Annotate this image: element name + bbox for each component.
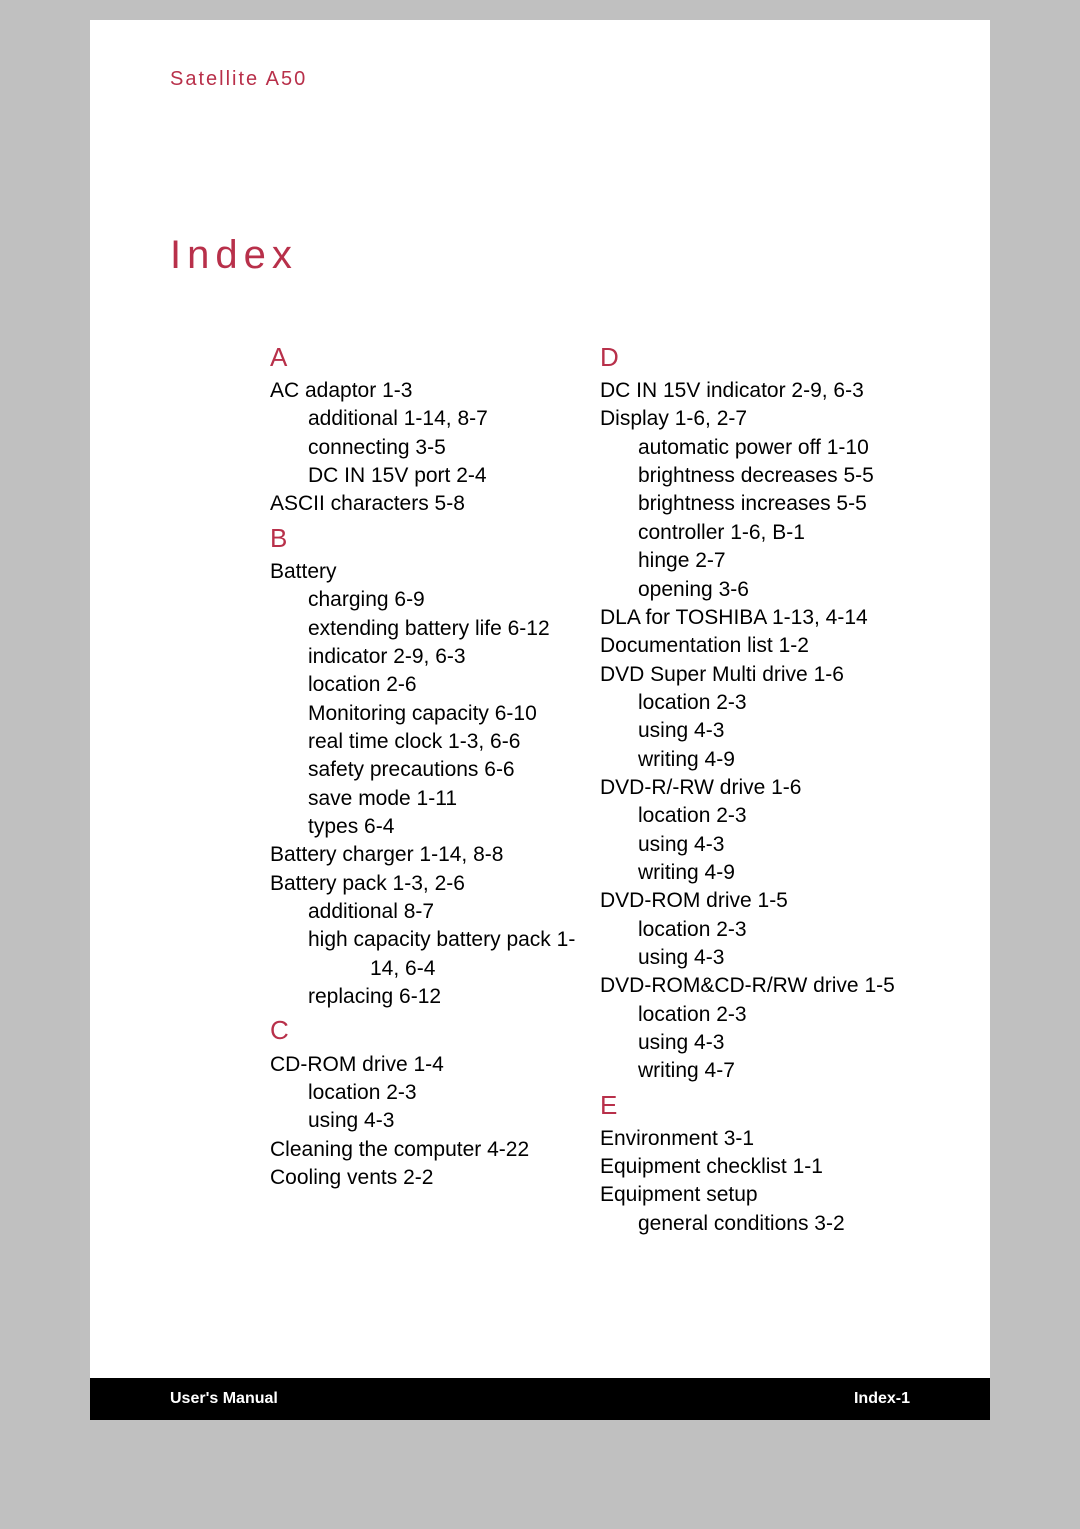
index-entry: DVD-ROM&CD-R/RW drive 1-5	[600, 972, 910, 1000]
index-subentry: general conditions 3-2	[600, 1210, 910, 1238]
index-subentry: connecting 3-5	[270, 434, 580, 462]
index-subentry: location 2-3	[270, 1079, 580, 1107]
index-entry: Cooling vents 2-2	[270, 1164, 580, 1192]
index-entry: CD-ROM drive 1-4	[270, 1051, 580, 1079]
index-entry: Battery pack 1-3, 2-6	[270, 870, 580, 898]
page-header: Satellite A50	[90, 20, 990, 103]
index-subentry: opening 3-6	[600, 576, 910, 604]
index-right-column: DDC IN 15V indicator 2-9, 6-3Display 1-6…	[600, 338, 910, 1238]
footer-right: Index-1	[854, 1390, 910, 1408]
document-page: Satellite A50 Index AAC adaptor 1-3addit…	[90, 20, 990, 1420]
section-letter: D	[600, 340, 910, 375]
index-subentry: DC IN 15V port 2-4	[270, 462, 580, 490]
index-subentry: brightness decreases 5-5	[600, 462, 910, 490]
index-entry: DVD Super Multi drive 1-6	[600, 661, 910, 689]
index-entry: DVD-R/-RW drive 1-6	[600, 774, 910, 802]
section-letter: A	[270, 340, 580, 375]
index-left-column: AAC adaptor 1-3additional 1-14, 8-7conne…	[270, 338, 580, 1238]
index-subentry: location 2-6	[270, 671, 580, 699]
index-entry: Battery charger 1-14, 8-8	[270, 841, 580, 869]
index-entry: Documentation list 1-2	[600, 632, 910, 660]
index-subentry: using 4-3	[600, 1029, 910, 1057]
section-letter: B	[270, 521, 580, 556]
index-subentry: indicator 2-9, 6-3	[270, 643, 580, 671]
index-subentry: writing 4-7	[600, 1057, 910, 1085]
index-subentry: safety precautions 6-6	[270, 756, 580, 784]
index-subentry-continuation: 14, 6-4	[270, 955, 580, 983]
index-entry: Equipment checklist 1-1	[600, 1153, 910, 1181]
index-subentry: writing 4-9	[600, 746, 910, 774]
index-entry: Battery	[270, 558, 580, 586]
footer-left: User's Manual	[170, 1390, 278, 1408]
index-subentry: save mode 1-11	[270, 785, 580, 813]
index-entry: ASCII characters 5-8	[270, 490, 580, 518]
index-subentry: brightness increases 5-5	[600, 490, 910, 518]
index-subentry: location 2-3	[600, 689, 910, 717]
index-subentry: Monitoring capacity 6-10	[270, 700, 580, 728]
index-subentry: using 4-3	[600, 717, 910, 745]
index-subentry: automatic power off 1-10	[600, 434, 910, 462]
index-subentry: hinge 2-7	[600, 547, 910, 575]
index-subentry: using 4-3	[600, 944, 910, 972]
index-subentry: controller 1-6, B-1	[600, 519, 910, 547]
index-subentry: additional 8-7	[270, 898, 580, 926]
page-footer: User's Manual Index-1	[90, 1378, 990, 1420]
section-letter: E	[600, 1088, 910, 1123]
index-entry: Cleaning the computer 4-22	[270, 1136, 580, 1164]
index-subentry: types 6-4	[270, 813, 580, 841]
header-title: Satellite A50	[170, 68, 910, 91]
index-subentry: high capacity battery pack 1-	[270, 926, 580, 954]
index-subentry: location 2-3	[600, 1001, 910, 1029]
index-entry: DC IN 15V indicator 2-9, 6-3	[600, 377, 910, 405]
index-subentry: location 2-3	[600, 916, 910, 944]
index-entry: DVD-ROM drive 1-5	[600, 887, 910, 915]
index-entry: DLA for TOSHIBA 1-13, 4-14	[600, 604, 910, 632]
index-subentry: additional 1-14, 8-7	[270, 405, 580, 433]
index-entry: Equipment setup	[600, 1181, 910, 1209]
index-subentry: using 4-3	[600, 831, 910, 859]
index-subentry: using 4-3	[270, 1107, 580, 1135]
index-entry: Display 1-6, 2-7	[600, 405, 910, 433]
main-content: Index AAC adaptor 1-3additional 1-14, 8-…	[90, 103, 990, 1378]
page-title: Index	[170, 233, 910, 278]
index-subentry: real time clock 1-3, 6-6	[270, 728, 580, 756]
index-subentry: charging 6-9	[270, 586, 580, 614]
index-columns: AAC adaptor 1-3additional 1-14, 8-7conne…	[170, 338, 910, 1238]
index-entry: AC adaptor 1-3	[270, 377, 580, 405]
index-entry: Environment 3-1	[600, 1125, 910, 1153]
index-subentry: location 2-3	[600, 802, 910, 830]
index-subentry: replacing 6-12	[270, 983, 580, 1011]
index-subentry: extending battery life 6-12	[270, 615, 580, 643]
index-subentry: writing 4-9	[600, 859, 910, 887]
section-letter: C	[270, 1013, 580, 1048]
